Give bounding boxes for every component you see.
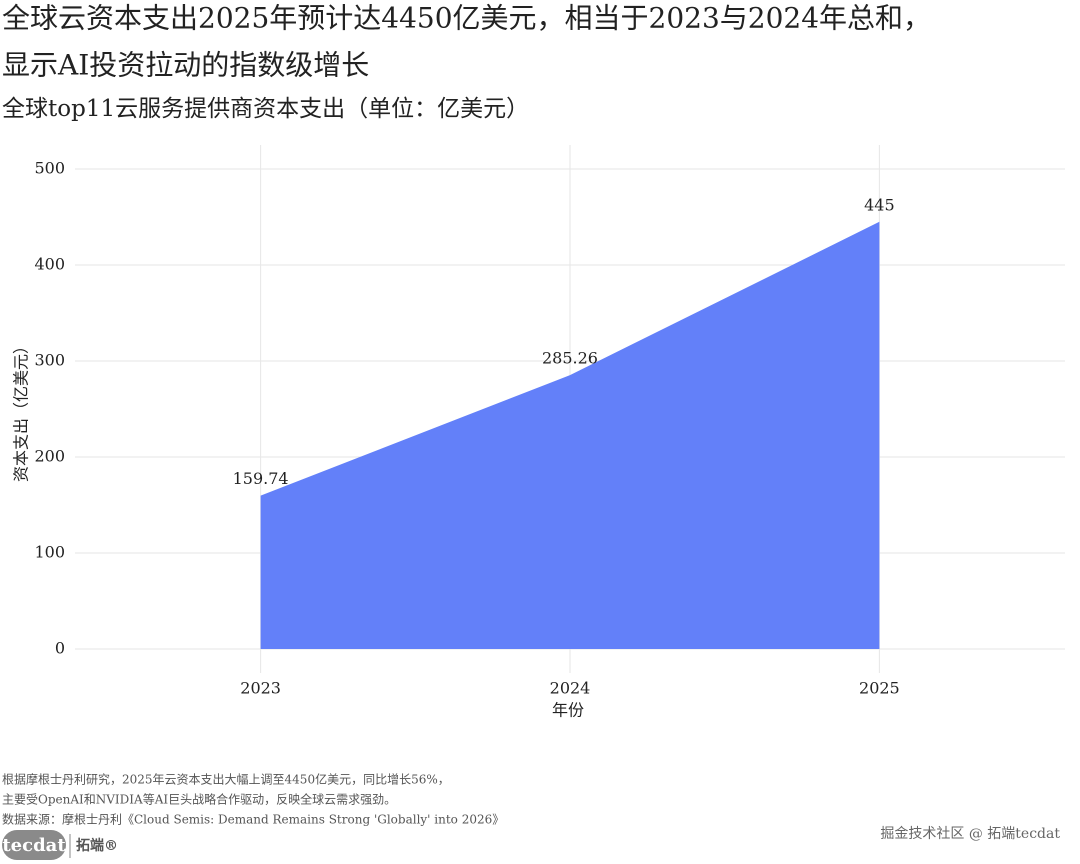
y-tick-label: 100 (34, 543, 65, 562)
footnote: 主要受OpenAI和NVIDIA等AI巨头战略合作驱动，反映全球云需求强劲。 (2, 792, 396, 807)
y-tick-label: 500 (34, 159, 65, 178)
y-tick-label: 200 (34, 447, 65, 466)
x-axis-label: 年份 (552, 701, 584, 720)
chart-title: 显示AI投资拉动的指数级增长 (2, 49, 369, 82)
watermark: 掘金技术社区 @ 拓端tecdat (880, 826, 1060, 842)
y-tick-label: 400 (34, 255, 65, 274)
chart-title: 全球云资本支出2025年预计达4450亿美元，相当于2023与2024年总和， (2, 2, 931, 35)
y-tick-label: 0 (55, 639, 65, 658)
x-tick-label: 2023 (240, 679, 281, 698)
x-tick-label: 2024 (550, 679, 591, 698)
footnote: 根据摩根士丹利研究，2025年云资本支出大幅上调至4450亿美元，同比增长56%… (2, 772, 450, 787)
chart-subtitle: 全球top11云服务提供商资本支出（单位：亿美元） (2, 96, 529, 122)
y-tick-label: 300 (34, 351, 65, 370)
data-label: 445 (864, 195, 895, 214)
brand: 拓端® (76, 837, 118, 854)
x-tick-label: 2025 (859, 679, 900, 698)
data-label: 159.74 (233, 469, 289, 488)
y-axis-label: 资本支出（亿美元） (12, 338, 31, 482)
data-label: 285.26 (542, 349, 598, 368)
logo-badge (2, 830, 66, 860)
logo: tecdat (2, 835, 66, 856)
footnote: 数据来源：摩根士丹利《Cloud Semis: Demand Remains S… (2, 812, 504, 827)
area (260, 221, 880, 650)
